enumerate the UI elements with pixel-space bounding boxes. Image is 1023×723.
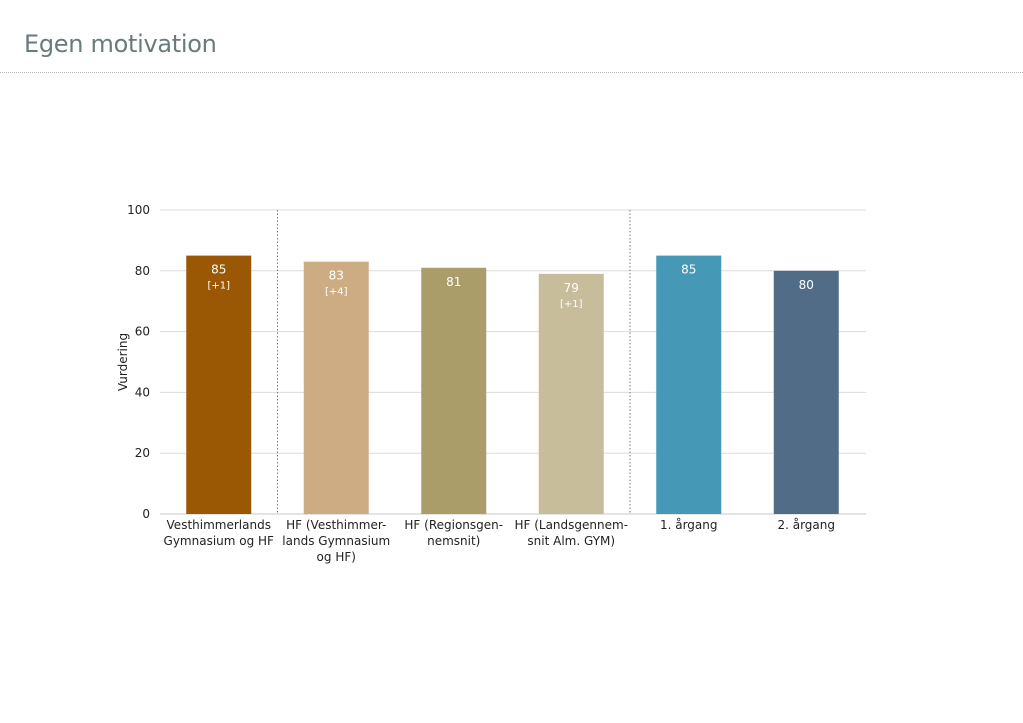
bar-change-label: [+4] — [325, 287, 348, 298]
bar — [656, 255, 722, 514]
bar-value-label: 83 — [329, 269, 344, 283]
title-divider — [0, 72, 1023, 73]
x-category-label: Vesthimmerlands — [167, 518, 271, 532]
y-tick-label: 80 — [135, 264, 150, 278]
x-category-label: 1. årgang — [660, 518, 718, 532]
x-category-label: nemsnit) — [427, 534, 480, 548]
bar — [538, 273, 604, 514]
bar — [421, 267, 487, 514]
bar-change-label: [+1] — [560, 299, 583, 310]
y-axis-title: Vurdering — [116, 333, 130, 391]
bar-value-label: 85 — [211, 263, 226, 277]
bar-value-label: 80 — [799, 278, 814, 292]
x-category-label: og HF) — [317, 550, 356, 564]
page-title: Egen motivation — [24, 30, 217, 58]
x-category-label: lands Gymnasium — [282, 534, 390, 548]
bar — [186, 255, 252, 514]
x-category-label: HF (Regionsgen- — [404, 518, 503, 532]
x-category-label: HF (Landsgennem- — [514, 518, 628, 532]
x-category-label: Gymnasium og HF — [164, 534, 275, 548]
y-tick-label: 20 — [135, 446, 150, 460]
bar-value-label: 81 — [446, 275, 461, 289]
bar-value-label: 79 — [564, 281, 579, 295]
y-tick-label: 100 — [127, 203, 150, 217]
x-category-label: 2. årgang — [777, 518, 835, 532]
bar-value-label: 85 — [681, 263, 696, 277]
y-tick-label: 40 — [135, 385, 150, 399]
y-tick-label: 0 — [142, 507, 150, 521]
y-tick-label: 60 — [135, 325, 150, 339]
bar — [773, 270, 839, 514]
x-category-label: HF (Vesthimmer- — [286, 518, 386, 532]
x-category-label: snit Alm. GYM) — [527, 534, 615, 548]
bar-change-label: [+1] — [207, 281, 230, 292]
bar — [303, 261, 369, 514]
